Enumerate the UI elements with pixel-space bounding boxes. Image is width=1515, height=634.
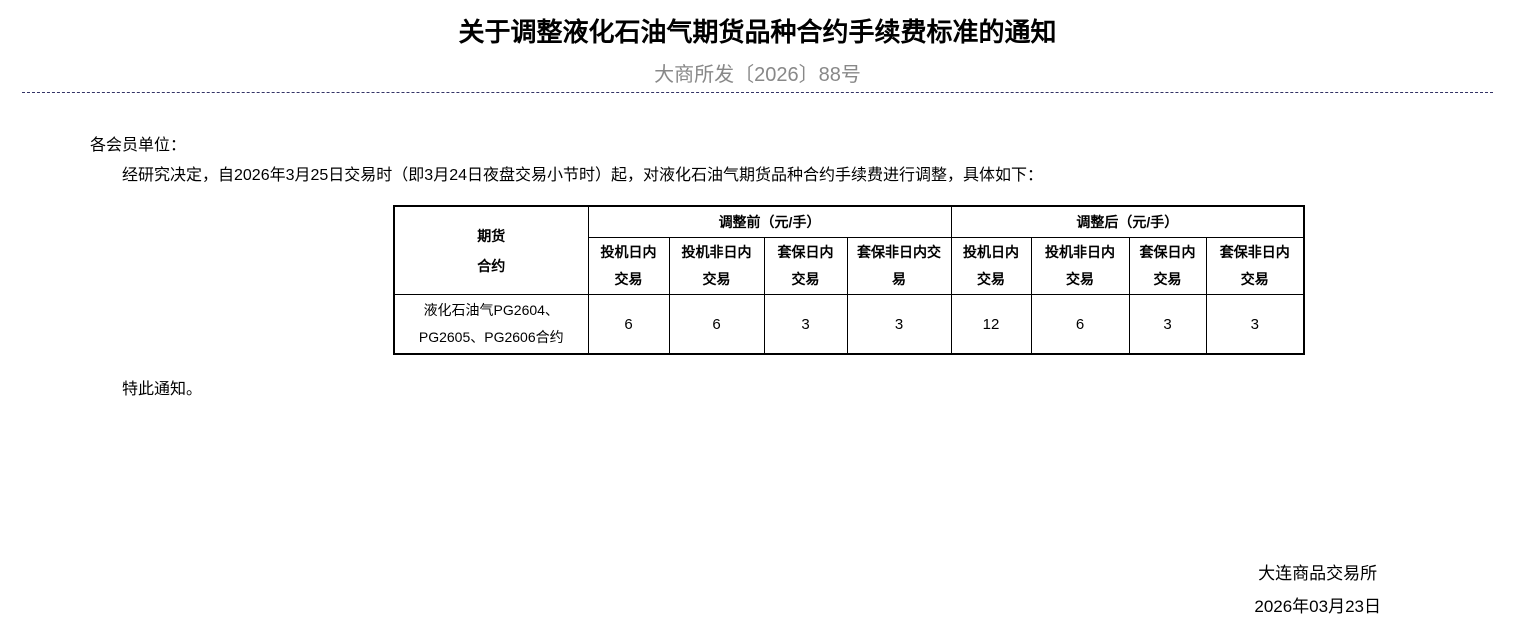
column-header-before-speculative-intraday: 投机日内 交易 bbox=[587, 237, 670, 295]
signature-date: 2026年03月23日 bbox=[1254, 597, 1381, 616]
signature-org: 大连商品交易所 bbox=[1258, 564, 1378, 583]
page-title: 关于调整液化石油气期货品种合约手续费标准的通知 bbox=[458, 17, 1057, 47]
column-header-after-hedge-intraday: 套保日内 交易 bbox=[1128, 237, 1207, 295]
table-header-row-columns: 投机日内 交易 投机非日内 交易 套保日内 交易 套保非日内交 易 bbox=[394, 237, 1305, 295]
contract-header-line1: 期货 bbox=[477, 227, 506, 244]
column-header-after-hedge-non-intraday: 套保非日内 交易 bbox=[1205, 237, 1305, 295]
notice-page: 关于调整液化石油气期货品种合约手续费标准的通知 大商所发〔2026〕88号 各会… bbox=[0, 14, 1515, 634]
signature-block: 大连商品交易所 2026年03月23日 bbox=[0, 557, 1515, 623]
column-header-before-hedge-non-intraday: 套保非日内交 易 bbox=[846, 237, 952, 295]
doc-number: 大商所发〔2026〕88号 bbox=[654, 64, 861, 86]
column-header-after-speculative-intraday: 投机日内 交易 bbox=[950, 237, 1032, 295]
fee-table: 期货 合约 调整前（元/手） 调整后（元/手） 投机日内 交易 投机非日内 交易 bbox=[393, 205, 1306, 355]
salutation: 各会员单位： bbox=[90, 137, 187, 154]
notice-body: 各会员单位： 经研究决定，自2026年3月25日交易时（即3月24日夜盘交易小节… bbox=[90, 135, 1515, 401]
table-header-row-groups: 期货 合约 调整前（元/手） 调整后（元/手） bbox=[393, 205, 1305, 295]
contract-header-cell: 期货 合约 bbox=[393, 205, 589, 295]
column-header-before-speculative-non-intraday: 投机非日内 交易 bbox=[668, 237, 765, 295]
contract-header-line2: 合约 bbox=[477, 257, 506, 274]
fee-value-before-1: 6 bbox=[668, 294, 765, 355]
fee-value-after-1: 6 bbox=[1030, 294, 1130, 355]
column-header-after-speculative-non-intraday: 投机非日内 交易 bbox=[1030, 237, 1130, 295]
fee-value-after-3: 3 bbox=[1205, 294, 1305, 355]
contract-name-cell: 液化石油气PG2604、 PG2605、PG2606合约 bbox=[393, 294, 589, 355]
contract-name-line1: 液化石油气PG2604、 bbox=[423, 302, 559, 318]
fee-value-before-3: 3 bbox=[846, 294, 952, 355]
fee-value-before-0: 6 bbox=[587, 294, 670, 355]
contract-name-line2: PG2605、PG2606合约 bbox=[418, 329, 564, 345]
column-header-before-hedge-intraday: 套保日内 交易 bbox=[763, 237, 848, 295]
fee-value-after-2: 3 bbox=[1128, 294, 1207, 355]
body-paragraph: 经研究决定，自2026年3月25日交易时（即3月24日夜盘交易小节时）起，对液化… bbox=[122, 167, 1043, 184]
table-row: 液化石油气PG2604、 PG2605、PG2606合约 6 6 3 3 12 … bbox=[393, 294, 1305, 355]
fee-value-after-0: 12 bbox=[950, 294, 1032, 355]
group-header-after: 调整后（元/手） bbox=[950, 205, 1305, 238]
dashed-divider bbox=[22, 92, 1493, 93]
closing-note: 特此通知。 bbox=[122, 381, 203, 398]
group-header-before: 调整前（元/手） bbox=[587, 205, 952, 238]
fee-value-before-2: 3 bbox=[763, 294, 848, 355]
